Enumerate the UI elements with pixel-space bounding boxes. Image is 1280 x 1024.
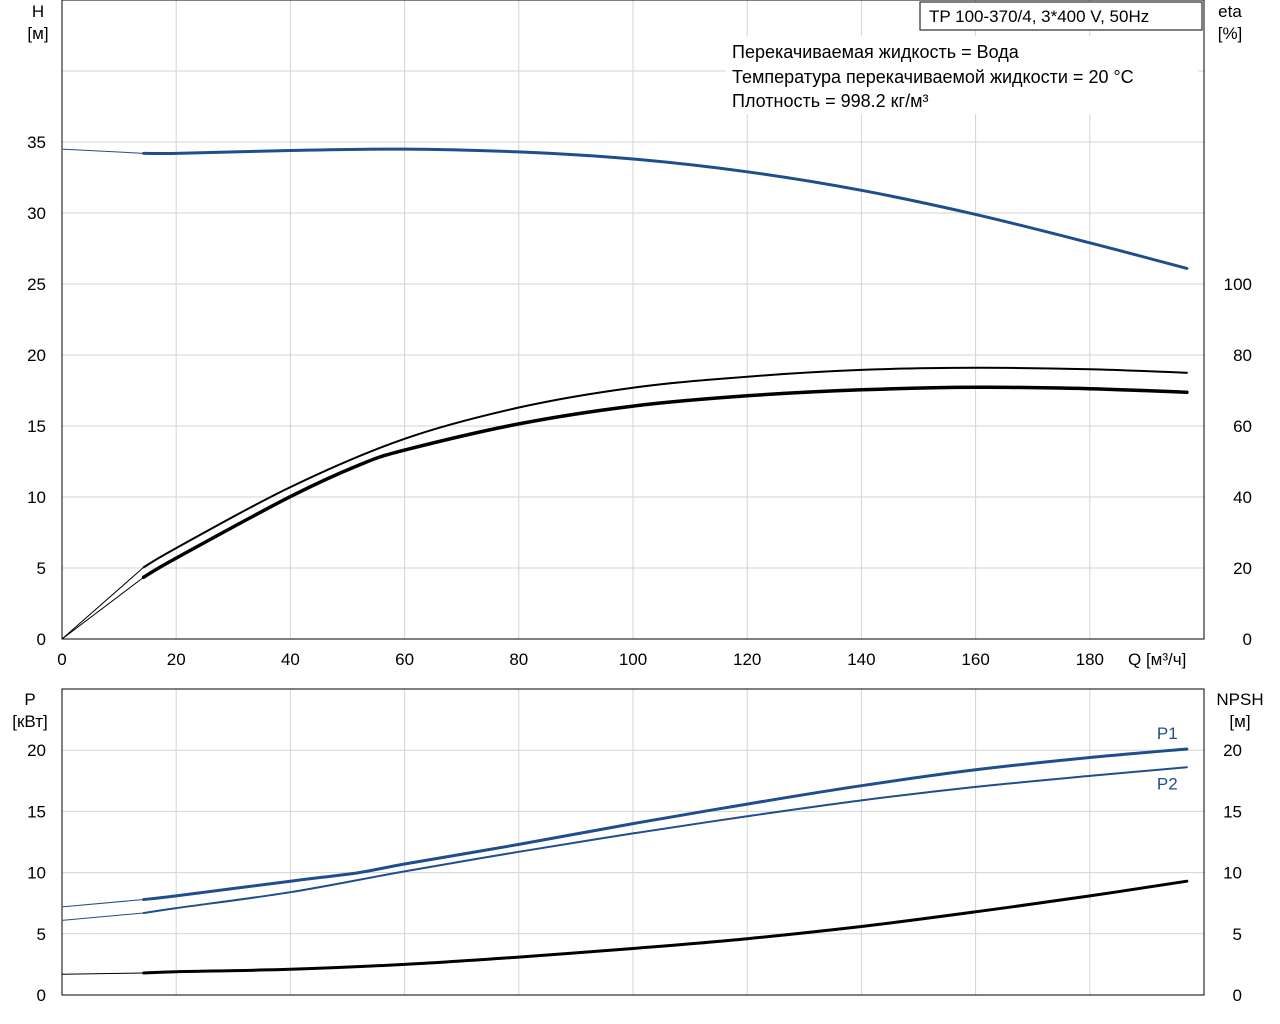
bottom-series-line-0 [142, 747, 1189, 902]
x-tick-label: 120 [733, 650, 761, 669]
chart-title: TP 100-370/4, 3*400 V, 50Hz [929, 7, 1149, 26]
bottom-series-line-3 [61, 912, 145, 921]
top-right-axis-label-line2: [%] [1218, 24, 1243, 43]
x-tick-label: 60 [395, 650, 414, 669]
top-series-line-0 [142, 147, 1189, 270]
fluid-annotation: Перекачиваемая жидкость = Вода [732, 42, 1020, 62]
bottom-right-axis-label-line2: [м] [1229, 712, 1250, 731]
bottom-series-line-5 [61, 972, 145, 975]
bottom-series-line-4 [142, 879, 1189, 975]
bottom-left-tick-label: 0 [37, 986, 46, 1005]
bottom-series-line-2 [142, 766, 1188, 914]
top-series-line-1 [61, 148, 145, 154]
info-background [726, 36, 1198, 114]
bottom-left-tick-label: 15 [27, 802, 46, 821]
bottom-left-axis-label-line2: [кВт] [12, 712, 47, 731]
top-left-tick-label: 15 [27, 417, 46, 436]
bottom-right-tick-label: 15 [1223, 802, 1242, 821]
bottom-left-tick-label: 5 [37, 925, 46, 944]
bottom-series-line-1 [61, 899, 145, 908]
top-right-axis-label-line1: eta [1218, 2, 1242, 21]
top-series-line-2 [142, 366, 1188, 569]
series-label-p1: P1 [1157, 724, 1178, 743]
top-left-tick-label: 5 [37, 559, 46, 578]
bottom-left-axis-label-line1: P [24, 690, 35, 709]
bottom-right-axis-label-line1: NPSH [1216, 690, 1263, 709]
top-chart-ticks: 0 20 40 60 80 100 120 140 160 180 0 5 10 15 20 25 30 35 0 2… [27, 133, 1252, 669]
temperature-annotation: Температура перекачиваемой жидкости = 20… [732, 67, 1134, 87]
bottom-left-tick-label: 20 [27, 741, 46, 760]
x-tick-label: 80 [509, 650, 528, 669]
series-label-p2: P2 [1157, 774, 1178, 793]
x-tick-label: 0 [57, 650, 66, 669]
top-left-axis-label-line1: H [32, 2, 44, 21]
top-left-tick-label: 20 [27, 346, 46, 365]
top-chart-frame [61, 0, 1205, 640]
density-annotation: Плотность = 998.2 кг/м³ [732, 91, 928, 111]
x-tick-label: 140 [847, 650, 875, 669]
x-axis-label: Q [м³/ч] [1128, 650, 1186, 669]
top-left-tick-label: 35 [27, 133, 46, 152]
bottom-right-tick-label: 0 [1233, 986, 1242, 1005]
top-left-axis-label-line2: [м] [27, 24, 48, 43]
top-series-line-3 [61, 566, 145, 640]
bottom-left-tick-label: 10 [27, 864, 46, 883]
x-tick-label: 180 [1076, 650, 1104, 669]
top-series-line-4 [141, 385, 1189, 579]
top-right-tick-label: 100 [1224, 275, 1252, 294]
chart-title-box [919, 1, 1203, 31]
top-left-tick-label: 25 [27, 275, 46, 294]
bottom-chart-ticks: 0 5 10 15 20 0 5 10 15 20 [27, 741, 1242, 1005]
x-tick-label: 20 [167, 650, 186, 669]
top-right-tick-label: 20 [1233, 559, 1252, 578]
top-left-tick-label: 10 [27, 488, 46, 507]
top-right-tick-label: 0 [1243, 630, 1252, 649]
top-right-tick-label: 40 [1233, 488, 1252, 507]
bottom-right-tick-label: 5 [1233, 925, 1242, 944]
bottom-right-tick-label: 20 [1223, 741, 1242, 760]
x-tick-label: 160 [961, 650, 989, 669]
top-left-tick-label: 0 [37, 630, 46, 649]
bottom-chart-frame [61, 688, 1205, 996]
top-left-tick-label: 30 [27, 204, 46, 223]
top-series-line-5 [61, 576, 145, 640]
x-tick-label: 100 [619, 650, 647, 669]
bottom-right-tick-label: 10 [1223, 864, 1242, 883]
top-right-tick-label: 80 [1233, 346, 1252, 365]
top-right-tick-label: 60 [1233, 417, 1252, 436]
top-chart-series [61, 147, 1189, 640]
x-tick-label: 40 [281, 650, 300, 669]
bottom-chart-series: P1 P2 [61, 724, 1189, 975]
